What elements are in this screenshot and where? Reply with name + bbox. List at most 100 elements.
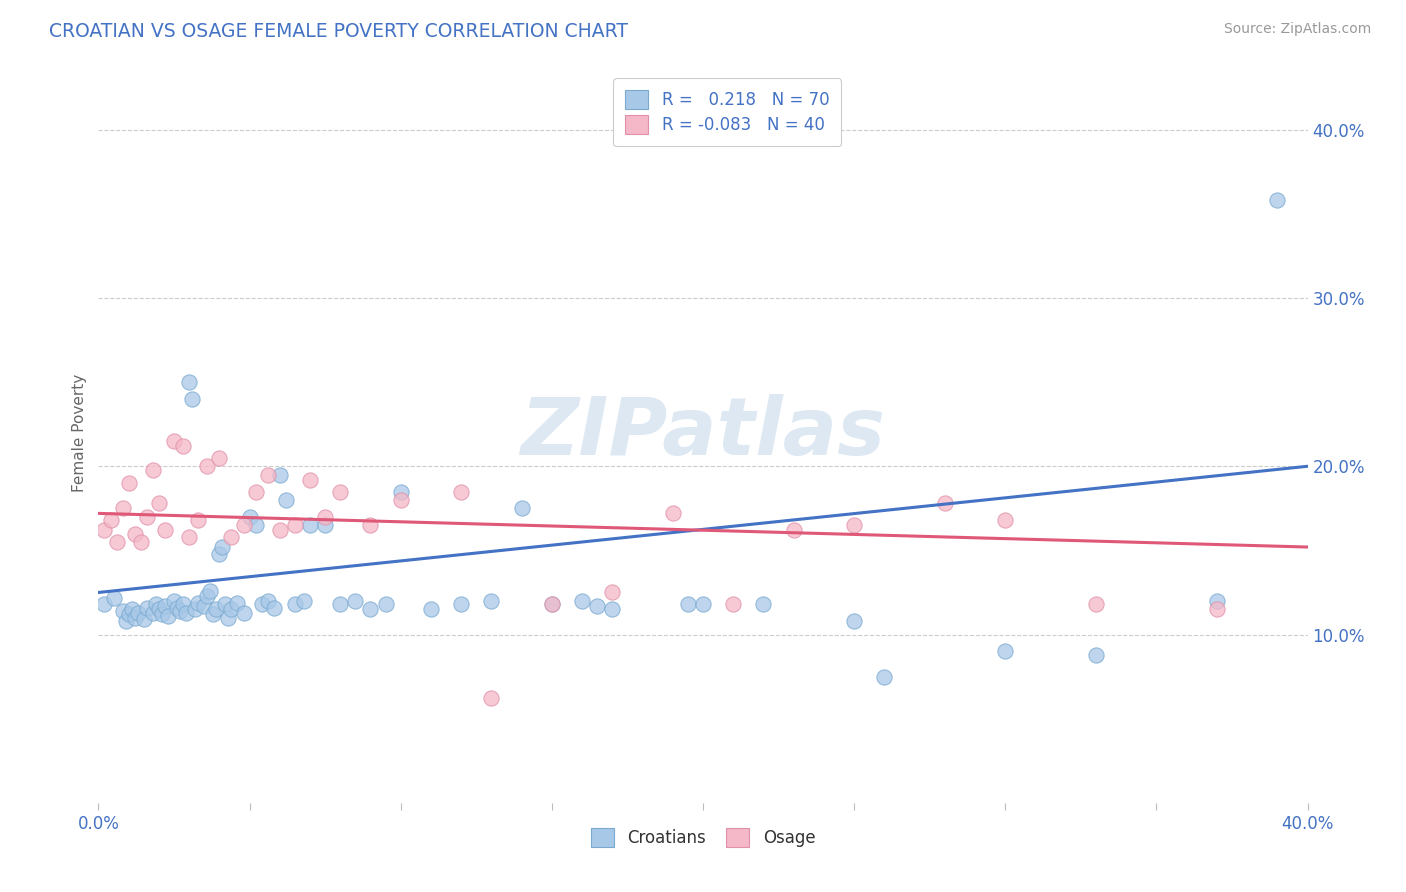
Point bbox=[994, 513, 1017, 527]
Text: Source: ZipAtlas.com: Source: ZipAtlas.com bbox=[1223, 22, 1371, 37]
Point bbox=[360, 602, 382, 616]
Point bbox=[105, 535, 128, 549]
Point bbox=[1206, 594, 1229, 608]
Point bbox=[148, 602, 170, 616]
Point bbox=[284, 597, 307, 611]
Point bbox=[256, 594, 278, 608]
Point bbox=[269, 523, 291, 537]
Point bbox=[540, 597, 562, 611]
Y-axis label: Female Poverty: Female Poverty bbox=[72, 374, 87, 491]
Point bbox=[124, 526, 146, 541]
Point bbox=[299, 473, 322, 487]
Point bbox=[344, 594, 367, 608]
Point bbox=[184, 602, 207, 616]
Point bbox=[245, 518, 267, 533]
Point bbox=[132, 612, 155, 626]
Point bbox=[135, 509, 157, 524]
Point bbox=[1206, 602, 1229, 616]
Point bbox=[127, 606, 149, 620]
Point bbox=[256, 467, 278, 482]
Point bbox=[179, 530, 201, 544]
Point bbox=[118, 607, 141, 622]
Point bbox=[245, 484, 267, 499]
Point bbox=[292, 594, 315, 608]
Point bbox=[1085, 648, 1108, 662]
Point bbox=[389, 492, 412, 507]
Point bbox=[299, 518, 322, 533]
Point bbox=[172, 597, 194, 611]
Point bbox=[752, 597, 775, 611]
Point bbox=[208, 450, 231, 465]
Point bbox=[602, 602, 624, 616]
Point bbox=[93, 523, 115, 537]
Point bbox=[187, 513, 209, 527]
Point bbox=[214, 597, 236, 611]
Point bbox=[163, 434, 186, 448]
Point bbox=[329, 484, 352, 499]
Point bbox=[187, 596, 209, 610]
Point bbox=[374, 597, 396, 611]
Point bbox=[195, 459, 218, 474]
Point bbox=[124, 610, 146, 624]
Point bbox=[93, 597, 115, 611]
Point bbox=[723, 597, 745, 611]
Point bbox=[118, 476, 141, 491]
Point bbox=[211, 540, 233, 554]
Point bbox=[153, 523, 176, 537]
Point bbox=[692, 597, 714, 611]
Point bbox=[142, 462, 165, 476]
Point bbox=[360, 518, 382, 533]
Point bbox=[232, 518, 254, 533]
Point bbox=[994, 644, 1017, 658]
Point bbox=[208, 547, 231, 561]
Point bbox=[284, 518, 307, 533]
Point bbox=[221, 530, 243, 544]
Point bbox=[129, 535, 152, 549]
Point bbox=[329, 597, 352, 611]
Point bbox=[100, 513, 122, 527]
Point bbox=[314, 509, 336, 524]
Point bbox=[250, 597, 273, 611]
Point bbox=[205, 602, 228, 616]
Point bbox=[510, 501, 533, 516]
Point bbox=[142, 606, 165, 620]
Point bbox=[1267, 194, 1289, 208]
Point bbox=[174, 606, 197, 620]
Point bbox=[145, 597, 167, 611]
Point bbox=[661, 507, 683, 521]
Point bbox=[200, 583, 222, 598]
Legend: Croatians, Osage: Croatians, Osage bbox=[581, 818, 825, 857]
Point bbox=[166, 600, 188, 615]
Point bbox=[221, 602, 243, 616]
Point bbox=[239, 509, 262, 524]
Point bbox=[179, 375, 201, 389]
Point bbox=[540, 597, 562, 611]
Point bbox=[263, 600, 285, 615]
Point bbox=[181, 392, 204, 406]
Point bbox=[571, 594, 593, 608]
Point bbox=[676, 597, 699, 611]
Point bbox=[163, 594, 186, 608]
Point bbox=[420, 602, 443, 616]
Text: CROATIAN VS OSAGE FEMALE POVERTY CORRELATION CHART: CROATIAN VS OSAGE FEMALE POVERTY CORRELA… bbox=[49, 22, 628, 41]
Point bbox=[232, 606, 254, 620]
Point bbox=[389, 484, 412, 499]
Point bbox=[148, 496, 170, 510]
Point bbox=[1085, 597, 1108, 611]
Point bbox=[783, 523, 806, 537]
Point bbox=[195, 589, 218, 603]
Point bbox=[111, 604, 134, 618]
Point bbox=[153, 599, 176, 613]
Point bbox=[314, 518, 336, 533]
Point bbox=[156, 609, 179, 624]
Point bbox=[450, 597, 472, 611]
Point bbox=[114, 614, 136, 628]
Point bbox=[121, 602, 143, 616]
Point bbox=[193, 599, 215, 613]
Point bbox=[274, 492, 297, 507]
Text: ZIPatlas: ZIPatlas bbox=[520, 393, 886, 472]
Point bbox=[450, 484, 472, 499]
Point bbox=[172, 439, 194, 453]
Point bbox=[217, 610, 239, 624]
Point bbox=[481, 594, 503, 608]
